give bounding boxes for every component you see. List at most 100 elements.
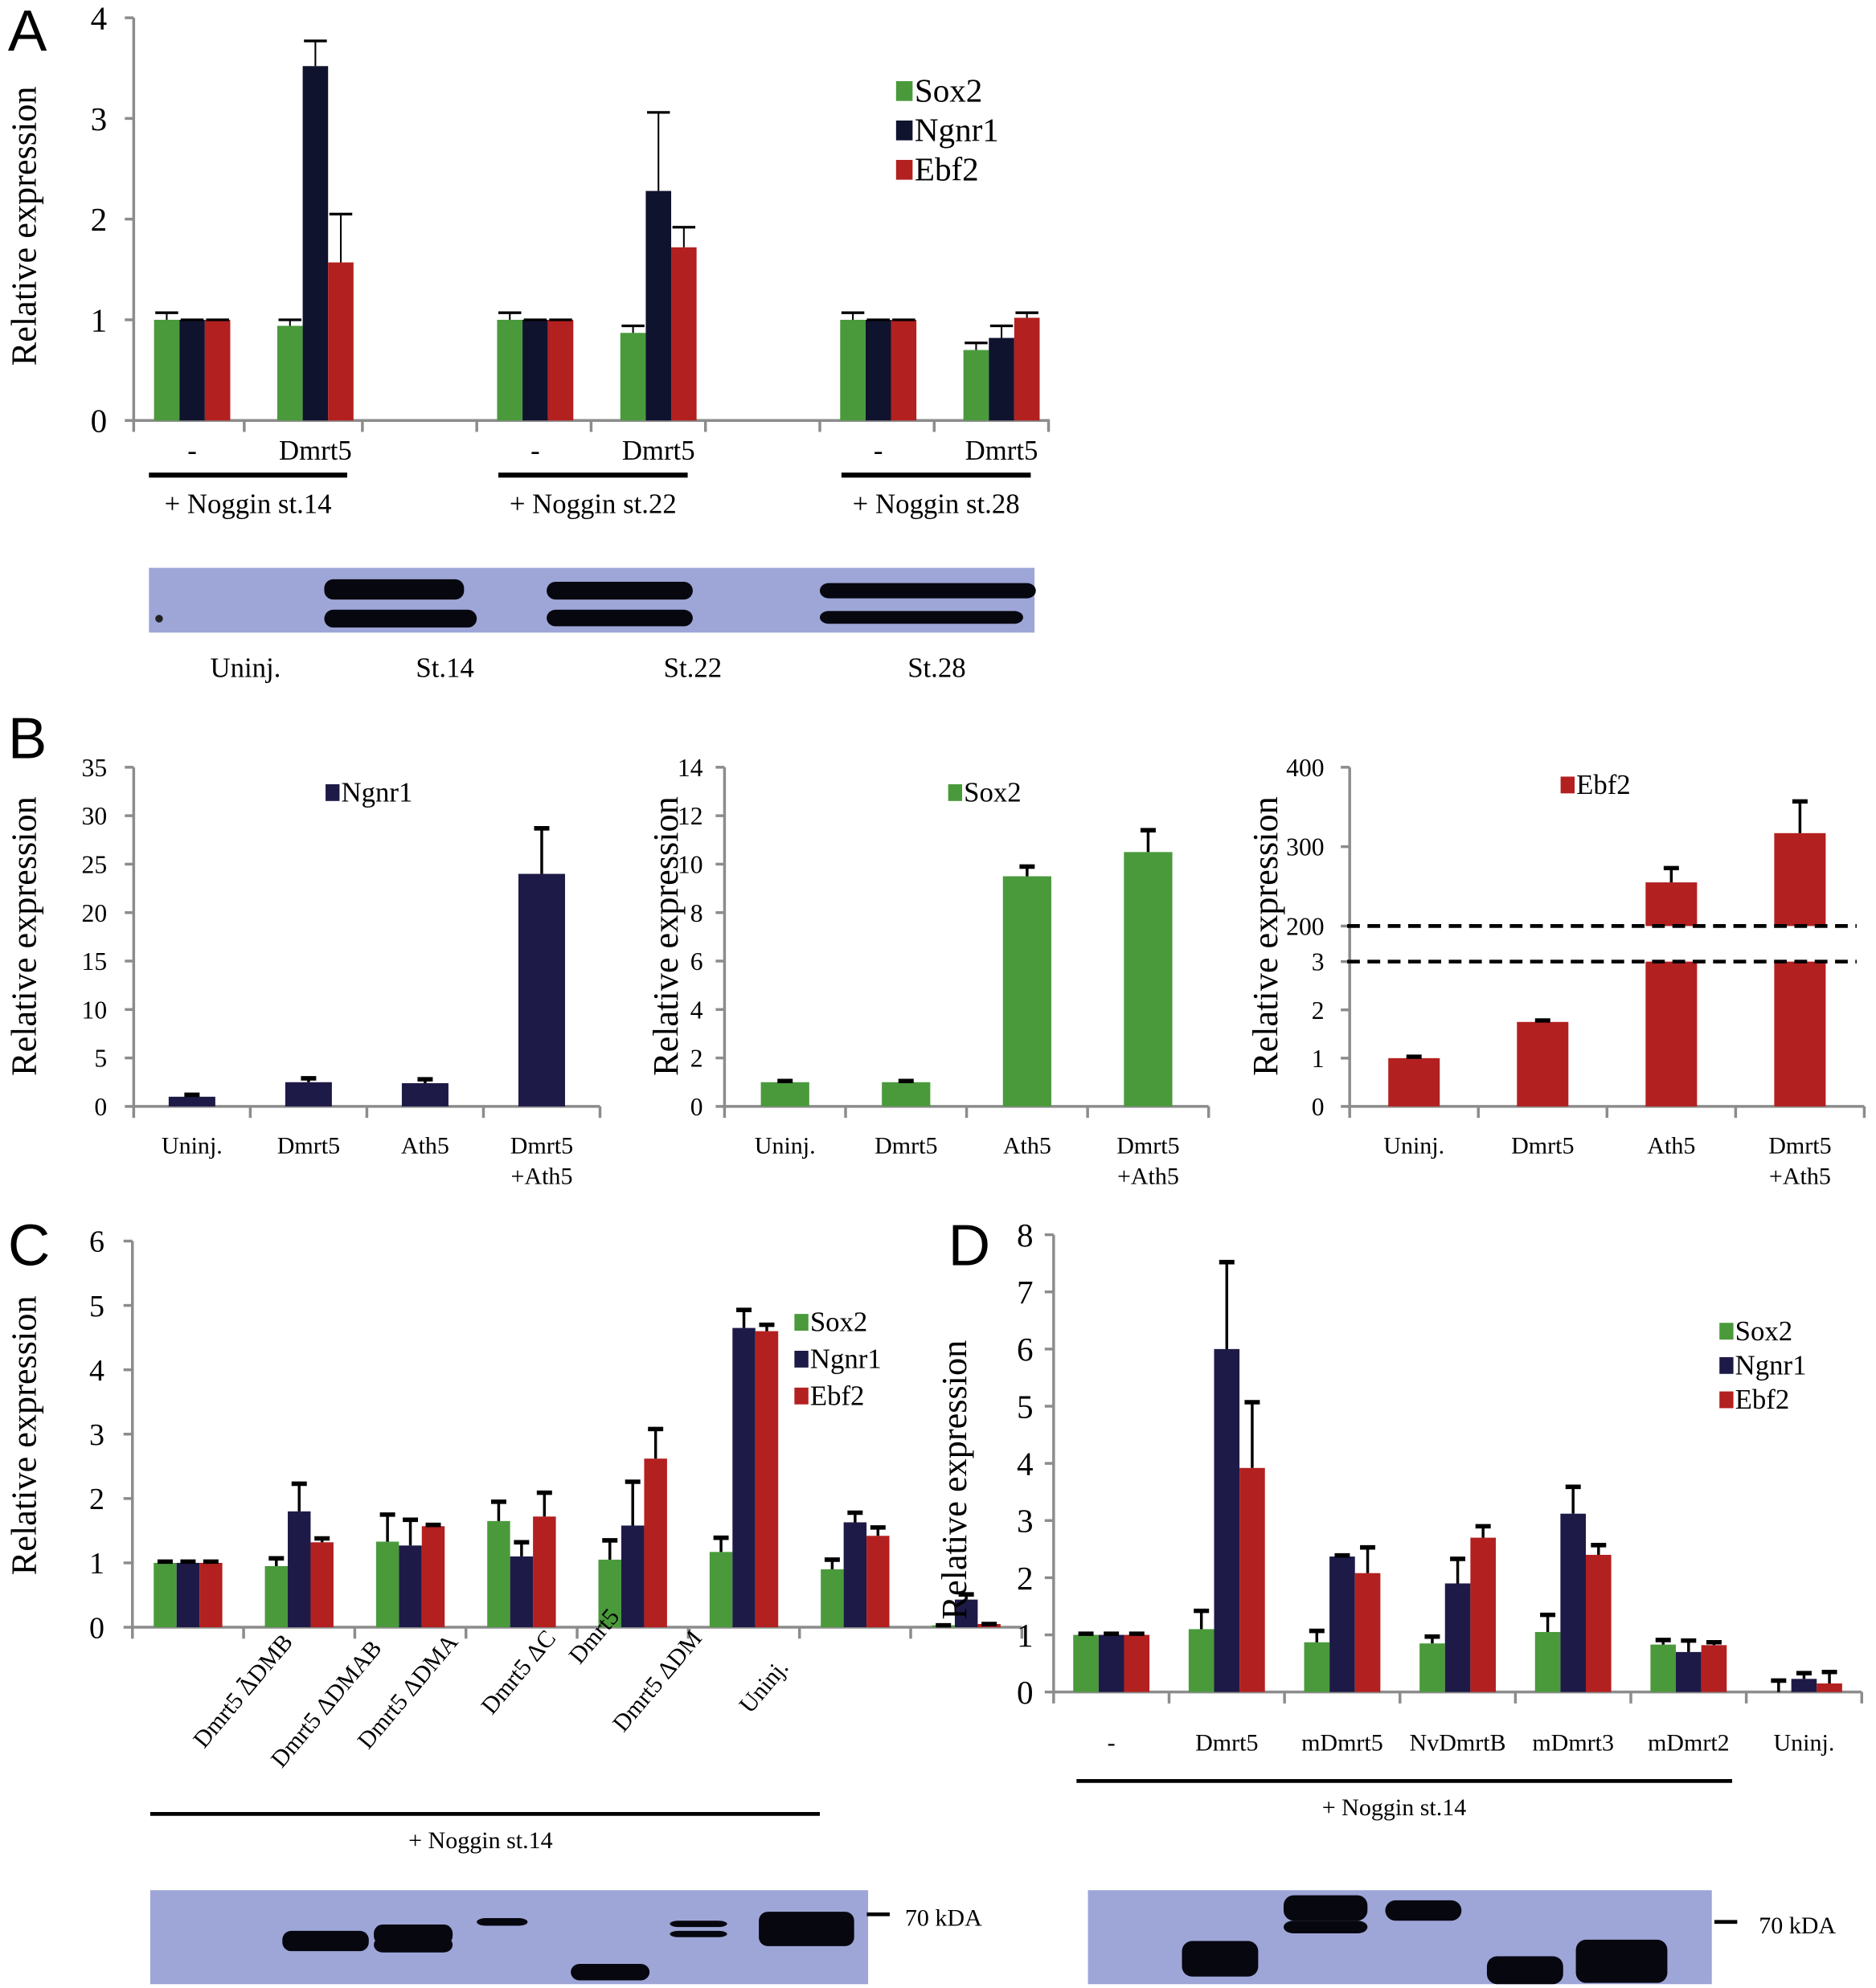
bar-sox2-0 [154,1562,177,1628]
bar-ebf2-3 [671,247,697,421]
bar-sox2-1 [882,1082,931,1106]
legend-swatch-ngnr1 [794,1350,809,1368]
x-tick-label: mDmrt2 [1648,1729,1730,1756]
bar-ngnr1-6 [843,1522,867,1628]
blot-band [1385,1900,1462,1921]
x-tick-label: +Ath5 [510,1163,572,1189]
bar-sox2-5 [709,1552,733,1628]
bar-sox2-3 [487,1520,510,1628]
bar-ngnr1-6 [1791,1679,1817,1692]
x-tick-label: Dmrt5 [279,435,352,466]
y-tick-label: 0 [690,1093,703,1121]
legend-swatch-ebf2 [794,1387,809,1405]
y-tick-label: 5 [94,1045,107,1073]
y-axis-title: Relative expression [1246,796,1285,1076]
y-tick-label: 3 [89,1418,104,1452]
legend-label-sox2: Sox2 [964,777,1021,808]
bar-ngnr1-2 [1329,1556,1355,1692]
y-tick-label: 2 [690,1045,703,1073]
bar-ngnr1-1 [1214,1348,1240,1692]
bar-ebf2-3 [1470,1537,1496,1692]
y-tick-label: 300 [1286,833,1324,861]
bar-sox2-0 [1073,1634,1099,1692]
x-tick-label: - [874,435,883,466]
x-tick-label: mDmrt3 [1532,1729,1614,1756]
y-axis-title: Relative expression [5,796,44,1076]
y-tick-label: 20 [82,899,108,927]
bar-ebf2-0 [199,1562,223,1628]
group-label: + Noggin st.14 [408,1827,553,1854]
bar-ebf2-lower-2 [1645,961,1698,1106]
bar-ngnr1-5 [732,1327,756,1628]
bar-ngnr1-3 [510,1556,534,1628]
bar-sox2-1 [276,325,303,421]
y-tick-label: 10 [82,996,108,1024]
bar-ngnr1-2 [401,1082,449,1106]
x-tick-label: Dmrt5 [622,435,695,466]
group-label: + Noggin st.14 [165,489,332,520]
x-tick-label: +Ath5 [1117,1163,1179,1189]
blot-marker-label: 70 kDA [1759,1912,1836,1939]
legend-swatch-ebf2 [1560,776,1575,794]
panel-letter-d: D [948,1213,991,1278]
blot-band [547,609,693,627]
y-tick-label: 1 [91,301,108,338]
x-tick-label: Dmrt5 ΔDM [608,1626,707,1737]
bar-ebf2-upper-3 [1774,832,1826,927]
x-tick-label: mDmrt5 [1301,1729,1383,1756]
y-axis-title: Relative expression [646,796,686,1076]
x-tick-label: Dmrt5 [510,1132,573,1159]
bar-sox2-1 [1188,1629,1214,1692]
legend-label-sox2: Sox2 [915,72,983,108]
legend-label-ngnr1: Ngnr1 [810,1344,882,1375]
bar-sox2-4 [1534,1631,1561,1692]
y-tick-label: 8 [690,899,703,927]
y-tick-label: 35 [82,754,108,782]
blot-band [477,1918,528,1926]
bar-ebf2-3 [533,1516,556,1628]
x-tick-label: - [530,435,540,466]
legend-swatch-sox2 [1719,1323,1734,1340]
bar-ngnr1-3 [645,190,672,421]
bar-sox2-2 [1002,876,1051,1106]
y-tick-label: 400 [1286,754,1324,782]
blot-membrane [150,1890,869,1985]
x-tick-label: +Ath5 [1769,1163,1831,1189]
blot-lane-label: St.28 [907,652,965,684]
legend-label-sox2: Sox2 [1735,1315,1792,1347]
y-tick-label: 4 [89,1354,104,1388]
bar-ebf2-2 [1354,1573,1381,1692]
bar-ngnr1-1 [285,1082,332,1106]
bar-ebf2-1 [310,1542,334,1628]
blot-band [759,1912,854,1946]
group-label: + Noggin st.14 [1322,1794,1467,1821]
x-tick-label: NvDmrtB [1410,1729,1506,1756]
panel-a-western-blot: Uninj. St.14 St.22 St.28 [149,567,1036,684]
panel-d-chart: 0 1 2 3 4 5 6 7 8 Relative expression Sox2Ngnr1Ebf… [935,1217,1864,1821]
x-tick-label: Ath5 [1647,1132,1695,1159]
bar-ngnr1-3 [1444,1583,1471,1692]
blot-band [1575,1939,1668,1983]
y-tick-label: 12 [678,802,703,830]
y-tick-label: 0 [94,1093,107,1121]
x-tick-label: Dmrt5 [1116,1132,1179,1159]
bar-sox2-3 [620,333,646,421]
x-tick-label: Dmrt5 [875,1132,937,1159]
bar-ngnr1-0 [179,319,205,421]
bar-sox2-4 [598,1559,621,1628]
legend-swatch-ngnr1 [326,783,340,801]
group-label: + Noggin st.22 [510,489,677,520]
x-tick-label: Dmrt5 [563,1604,625,1669]
y-tick-label: 0 [1312,1093,1325,1121]
bar-ebf2-5 [755,1331,779,1628]
y-tick-label: 6 [690,947,703,976]
blot-lane-label: St.22 [664,652,722,684]
x-tick-label: Dmrt5 [1195,1729,1258,1756]
blot-marker-label: 70 kDA [905,1905,982,1932]
y-tick-label: 6 [1017,1331,1034,1368]
y-tick-label: 2 [1312,996,1325,1025]
x-tick-label: Uninj. [1774,1729,1835,1756]
legend-swatch-ebf2 [1719,1391,1734,1409]
legend-swatch-sox2 [794,1314,809,1331]
